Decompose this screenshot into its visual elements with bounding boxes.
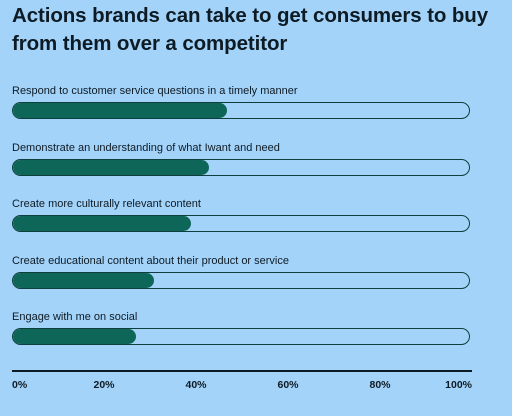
x-tick-label: 60% — [277, 378, 298, 392]
bar-item: Respond to customer service questions in… — [12, 84, 472, 130]
bar — [13, 160, 209, 175]
chart-title: Actions brands can take to get consumers… — [12, 2, 502, 58]
bar-item: Engage with me on social — [12, 310, 472, 356]
x-tick-label: 40% — [185, 378, 206, 392]
x-axis-ticks: 0% 20% 40% 60% 80% 100% — [12, 378, 472, 392]
x-tick-label: 0% — [12, 378, 27, 392]
bar — [13, 329, 136, 344]
x-tick-label: 80% — [369, 378, 390, 392]
bar — [13, 103, 227, 118]
x-tick-label: 20% — [93, 378, 114, 392]
bar-track — [12, 159, 470, 176]
bar-label: Respond to customer service questions in… — [12, 84, 298, 98]
bar-item: Create more culturally relevant content — [12, 197, 472, 243]
bar-label: Engage with me on social — [12, 310, 137, 324]
bar-label: Demonstrate an understanding of what Iw… — [12, 141, 280, 155]
bar — [13, 273, 154, 288]
bar-track — [12, 328, 470, 345]
bar — [13, 216, 191, 231]
bar-label: Create educational content about their p… — [12, 254, 289, 268]
x-axis-line — [12, 370, 472, 372]
bar-item: Demonstrate an understanding of what Iw… — [12, 141, 472, 187]
bar-track — [12, 215, 470, 232]
bar-item: Create educational content about their p… — [12, 254, 472, 300]
bar-track — [12, 272, 470, 289]
x-tick-label: 100% — [445, 378, 472, 392]
bar-label: Create more culturally relevant content — [12, 197, 201, 211]
bar-track — [12, 102, 470, 119]
